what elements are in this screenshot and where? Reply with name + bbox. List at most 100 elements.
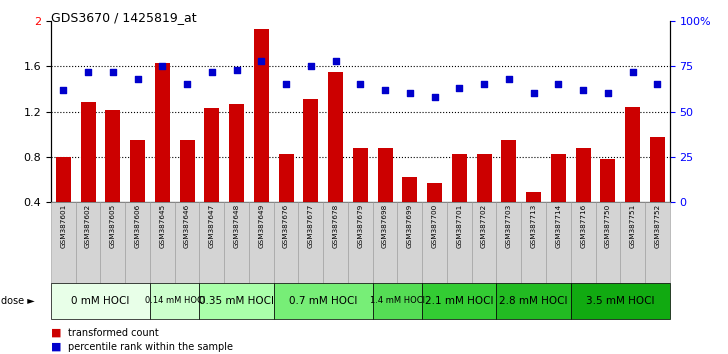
Bar (76, 202, 100, 283)
Text: GSM387645: GSM387645 (159, 204, 165, 249)
Text: GSM387676: GSM387676 (283, 204, 289, 249)
Bar (645, 202, 670, 283)
Text: GSM387601: GSM387601 (60, 204, 66, 249)
Bar (150, 202, 175, 283)
Bar (397, 202, 422, 283)
Bar (298, 202, 323, 283)
Bar (224, 202, 249, 283)
Bar (571, 202, 596, 283)
Bar (496, 283, 571, 319)
Bar (56, 156, 71, 247)
Point (305, 64, 317, 69)
Point (379, 87, 391, 93)
Point (404, 91, 416, 96)
Bar (328, 72, 343, 247)
Bar (496, 202, 521, 283)
Bar (551, 154, 566, 247)
Text: dose ►: dose ► (1, 296, 35, 306)
Bar (130, 140, 145, 247)
Point (330, 58, 341, 64)
Bar (348, 202, 373, 283)
Bar (601, 159, 615, 247)
Point (58, 87, 69, 93)
Bar (304, 99, 318, 247)
Point (602, 91, 614, 96)
Text: GSM387678: GSM387678 (333, 204, 339, 249)
Text: 2.8 mM HOCl: 2.8 mM HOCl (499, 296, 568, 306)
Bar (546, 202, 571, 283)
Bar (150, 283, 199, 319)
Text: GSM387606: GSM387606 (135, 204, 141, 249)
Point (132, 76, 143, 82)
Bar (502, 140, 516, 247)
Text: GDS3670 / 1425819_at: GDS3670 / 1425819_at (51, 11, 197, 24)
Text: GSM387752: GSM387752 (654, 204, 660, 249)
Point (429, 94, 440, 100)
Text: GSM387751: GSM387751 (630, 204, 636, 249)
Bar (521, 202, 546, 283)
Text: GSM387648: GSM387648 (234, 204, 240, 249)
Bar (51, 283, 150, 319)
Bar (447, 202, 472, 283)
Text: 0.35 mM HOCl: 0.35 mM HOCl (199, 296, 274, 306)
Text: GSM387701: GSM387701 (456, 204, 462, 249)
Bar (51, 202, 76, 283)
Text: GSM387714: GSM387714 (555, 204, 561, 249)
Bar (596, 202, 620, 283)
Bar (199, 283, 274, 319)
Bar (254, 29, 269, 247)
Bar (625, 107, 640, 247)
Bar (373, 283, 422, 319)
Text: 0 mM HOCl: 0 mM HOCl (71, 296, 130, 306)
Point (627, 69, 638, 75)
Text: GSM387646: GSM387646 (184, 204, 190, 249)
Text: GSM387716: GSM387716 (580, 204, 586, 249)
Text: GSM387700: GSM387700 (432, 204, 438, 249)
Text: GSM387605: GSM387605 (110, 204, 116, 249)
Bar (274, 283, 373, 319)
Text: transformed count: transformed count (68, 328, 159, 338)
Bar (576, 148, 590, 247)
Bar (323, 202, 348, 283)
Point (528, 91, 539, 96)
Bar (427, 183, 442, 247)
Text: GSM387677: GSM387677 (308, 204, 314, 249)
Bar (180, 140, 194, 247)
Bar (229, 104, 244, 247)
Bar (155, 63, 170, 247)
Text: GSM387702: GSM387702 (481, 204, 487, 249)
Text: percentile rank within the sample: percentile rank within the sample (68, 342, 233, 352)
Bar (199, 202, 224, 283)
Text: 0.14 mM HOCl: 0.14 mM HOCl (145, 296, 205, 306)
Text: ■: ■ (51, 342, 61, 352)
Point (256, 58, 267, 64)
Point (503, 76, 515, 82)
Bar (650, 137, 665, 247)
Point (454, 85, 465, 91)
Text: GSM387647: GSM387647 (209, 204, 215, 249)
Bar (249, 202, 274, 283)
Bar (452, 154, 467, 247)
Point (231, 67, 242, 73)
Point (157, 64, 168, 69)
Text: 0.7 mM HOCl: 0.7 mM HOCl (289, 296, 357, 306)
Point (280, 81, 292, 87)
Text: GSM387699: GSM387699 (407, 204, 413, 249)
Bar (472, 202, 496, 283)
Bar (571, 283, 670, 319)
Text: 2.1 mM HOCl: 2.1 mM HOCl (425, 296, 494, 306)
Bar (279, 154, 293, 247)
Text: 3.5 mM HOCl: 3.5 mM HOCl (586, 296, 654, 306)
Point (107, 69, 119, 75)
Bar (422, 202, 447, 283)
Text: GSM387703: GSM387703 (506, 204, 512, 249)
Bar (106, 110, 120, 247)
Bar (526, 192, 541, 247)
Point (652, 81, 663, 87)
Bar (477, 154, 491, 247)
Text: GSM387602: GSM387602 (85, 204, 91, 249)
Bar (175, 202, 199, 283)
Bar (422, 283, 496, 319)
Text: 1.4 mM HOCl: 1.4 mM HOCl (370, 296, 425, 306)
Bar (100, 202, 125, 283)
